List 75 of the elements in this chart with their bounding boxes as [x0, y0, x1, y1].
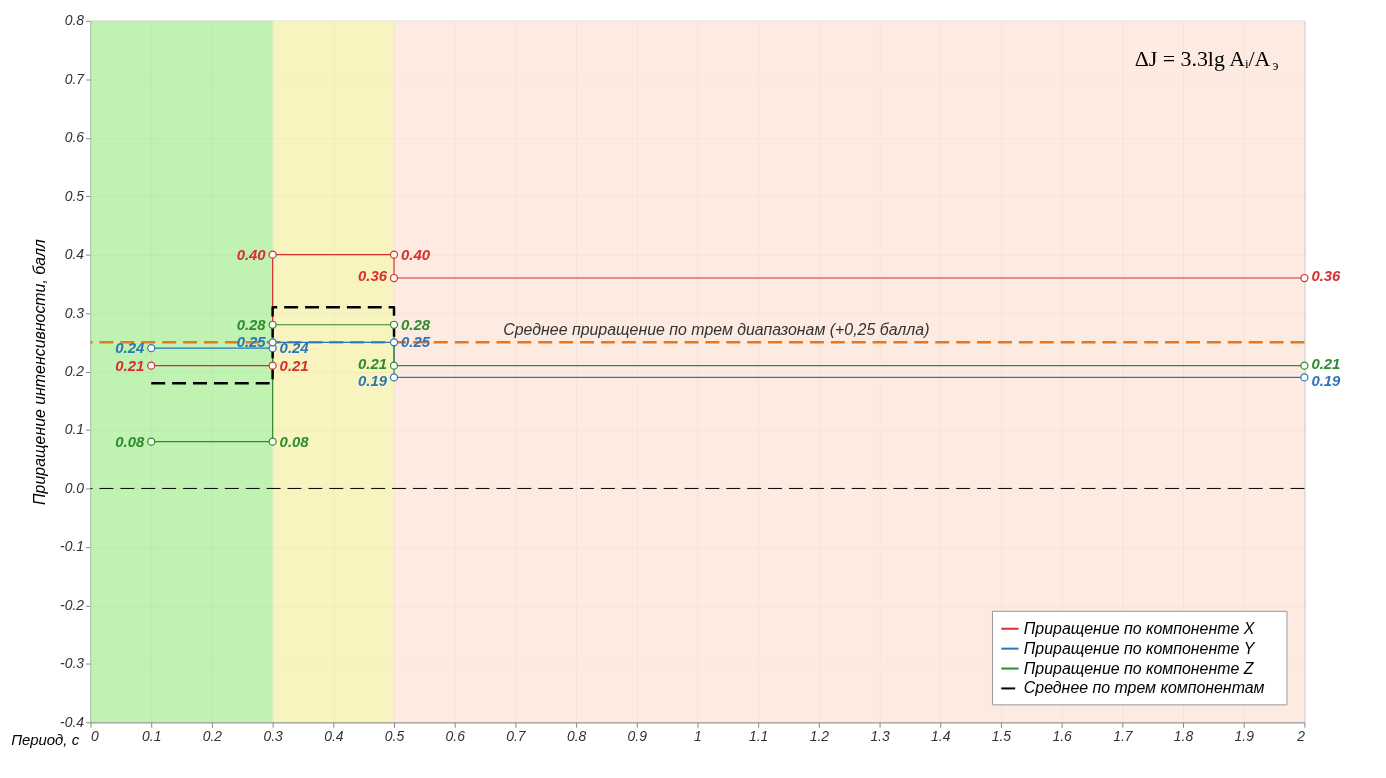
point	[389, 320, 399, 329]
y-tick-label: 0.3	[64, 304, 85, 321]
x-tick-label: 1.4	[931, 727, 951, 744]
legend-label: Приращение по компоненте X	[1023, 619, 1256, 637]
data-label: 0.21	[279, 356, 309, 374]
y-tick-label: 0.7	[64, 70, 86, 87]
x-tick-label: 0.9	[627, 727, 648, 744]
data-label: 0.40	[236, 245, 267, 263]
y-tick-label: 0.1	[64, 421, 85, 438]
y-tick-label: 0.4	[64, 246, 85, 263]
data-label: 0.28	[236, 315, 267, 333]
point	[147, 437, 156, 446]
data-label: 0.19	[358, 371, 388, 389]
x-tick-label: 0.5	[384, 727, 405, 744]
data-label: 0.21	[358, 354, 388, 372]
y-axis-title: Приращение интенсивности, балл	[31, 239, 49, 505]
y-tick-label: 0.6	[64, 129, 85, 146]
x-tick-label: 0.1	[142, 727, 162, 744]
data-label: 0.36	[1311, 267, 1342, 285]
x-tick-label: 0.6	[445, 727, 466, 744]
ref-line-label: Среднее приращение по трем диапазонам (+0,25 балла)	[503, 321, 930, 339]
point	[389, 361, 399, 370]
point	[268, 250, 277, 259]
point	[389, 250, 399, 259]
point	[268, 320, 277, 329]
x-tick-label: 0.4	[324, 727, 344, 744]
data-label: 0.24	[279, 339, 310, 357]
y-tick-label: 0.0	[64, 479, 85, 496]
x-tick-label: 1.5	[991, 727, 1012, 744]
y-tick-label: -0.2	[60, 596, 85, 613]
x-tick-label: 1.8	[1173, 727, 1194, 744]
x-tick-label: 0.8	[566, 727, 587, 744]
x-tick-label: 0.3	[263, 727, 284, 744]
legend-label: Приращение по компоненте Y	[1023, 639, 1256, 657]
y-tick-label: -0.4	[60, 713, 85, 730]
data-label: 0.21	[1311, 354, 1341, 372]
point	[1300, 373, 1309, 382]
x-tick-label: 0	[91, 727, 100, 744]
data-label: 0.08	[279, 432, 310, 450]
x-tick-label: 1.6	[1052, 727, 1073, 744]
data-label: 0.21	[115, 356, 145, 374]
x-tick-label: 1.9	[1234, 727, 1255, 744]
x-axis-title: Период, с	[11, 730, 80, 748]
point	[268, 338, 277, 347]
point	[147, 361, 156, 370]
x-tick-label: 1.2	[809, 727, 830, 744]
y-tick-label: 0.5	[64, 187, 85, 204]
legend-label: Приращение по компоненте Z	[1023, 659, 1255, 677]
data-label: 0.36	[358, 267, 388, 285]
x-tick-label: 1.3	[870, 727, 890, 744]
point	[389, 273, 399, 283]
x-tick-label: 1.7	[1113, 727, 1134, 744]
data-label: 0.28	[400, 315, 431, 333]
x-tick-label: 1.1	[749, 727, 769, 744]
point	[268, 437, 277, 446]
point	[147, 344, 156, 353]
x-tick-label: 1	[694, 727, 702, 744]
x-tick-label: 0.7	[506, 727, 527, 744]
x-tick-label: 0.2	[202, 727, 223, 744]
y-tick-label: 0.2	[64, 363, 85, 380]
point	[268, 361, 277, 370]
data-label: 0.25	[236, 333, 267, 351]
y-tick-label: -0.3	[60, 655, 85, 672]
data-label: 0.19	[1311, 371, 1342, 389]
y-tick-label: -0.1	[60, 538, 85, 555]
point	[1300, 361, 1309, 370]
y-tick-label: 0.8	[64, 12, 85, 29]
data-label: 0.08	[115, 432, 145, 450]
point	[389, 373, 399, 382]
legend-label: Среднее по трем компонентам	[1023, 679, 1265, 697]
point	[389, 338, 399, 347]
x-tick-label: 2	[1296, 727, 1306, 744]
data-label: 0.24	[115, 339, 145, 357]
data-label: 0.40	[400, 245, 431, 263]
point	[1300, 273, 1309, 283]
